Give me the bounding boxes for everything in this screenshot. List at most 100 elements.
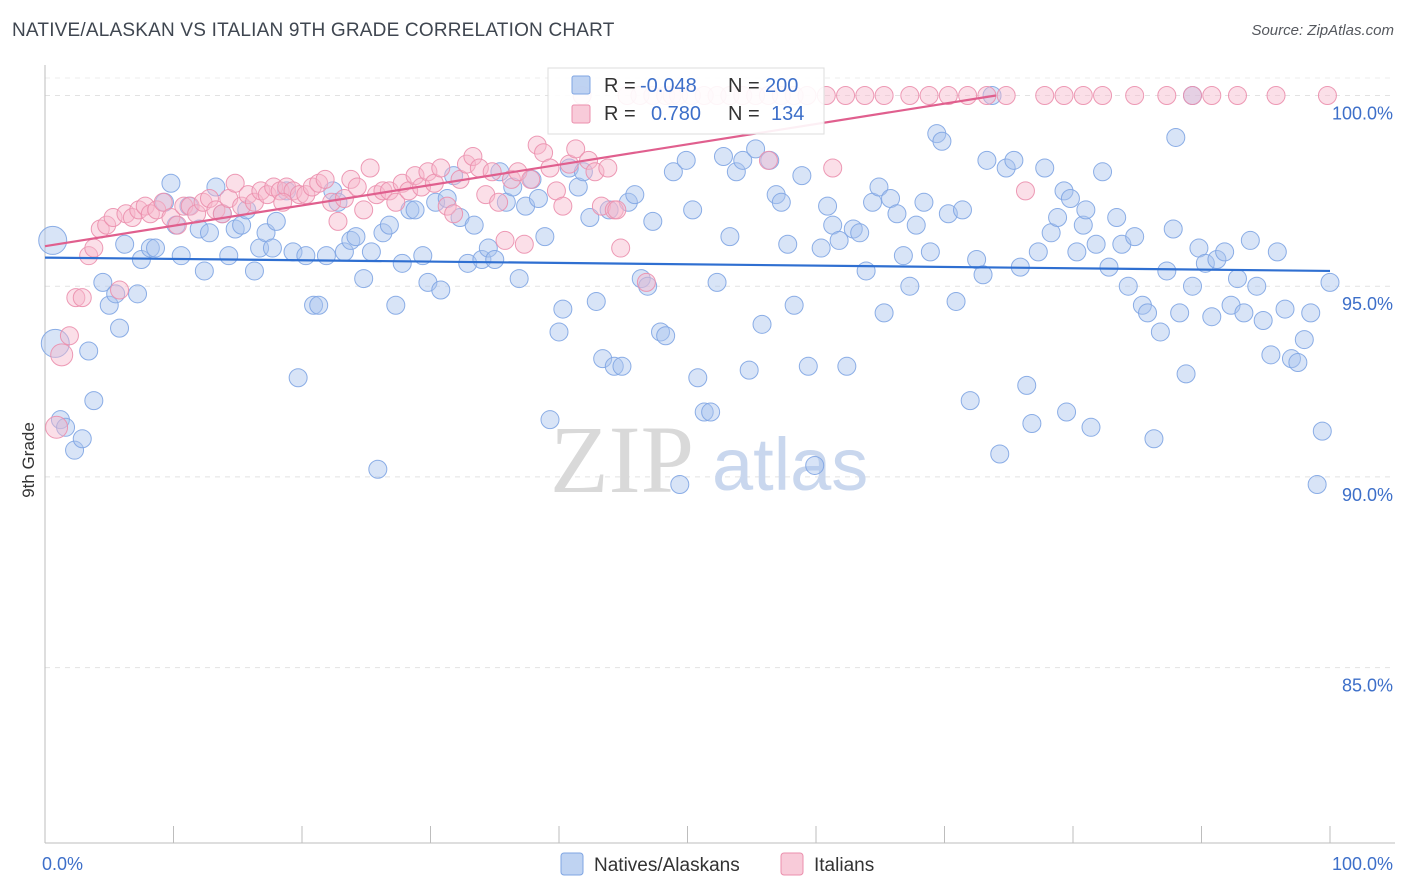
native-point-188: [1253, 311, 1273, 331]
italian-point-114: [977, 86, 997, 106]
native-point-154: [1035, 158, 1055, 178]
italian-point-53: [386, 192, 406, 212]
native-point-174: [1163, 219, 1183, 239]
native-point-125: [850, 223, 870, 243]
italian-point-122: [1157, 86, 1177, 106]
native-point-6: [79, 341, 99, 361]
native-point-161: [1081, 417, 1101, 437]
native-point-53: [386, 295, 406, 315]
native-point-133: [900, 276, 920, 296]
italian-point-111: [919, 86, 939, 106]
native-point-65: [464, 215, 484, 235]
native-point-200: [1307, 475, 1327, 495]
italian-point-74: [521, 169, 541, 189]
native-point-109: [746, 139, 766, 159]
native-point-113: [771, 192, 791, 212]
italian-point-69: [489, 192, 509, 212]
native-point-4: [65, 440, 85, 460]
native-point-87: [604, 356, 624, 376]
italian-point-126: [1266, 86, 1286, 106]
series-italians-points: [45, 86, 1337, 439]
native-point-152: [1022, 413, 1042, 433]
native-point-108: [739, 360, 759, 380]
native-point-153: [1028, 242, 1048, 262]
native-point-75: [528, 188, 548, 208]
italian-point-68: [482, 162, 502, 182]
legend-swatch-natives: [571, 75, 591, 95]
native-point-15: [140, 238, 160, 258]
native-point-64: [458, 253, 478, 273]
native-point-144: [973, 265, 993, 285]
native-point-27: [219, 246, 239, 266]
italian-point-56: [405, 166, 425, 186]
italian-point-30: [238, 185, 258, 205]
native-point-139: [938, 204, 958, 224]
native-point-56: [405, 200, 425, 220]
native-point-39: [296, 246, 316, 266]
native-point-0: [38, 225, 68, 255]
native-point-23: [194, 261, 214, 281]
native-point-141: [952, 200, 972, 220]
native-point-156: [1048, 208, 1068, 228]
native-point-90: [625, 185, 645, 205]
native-point-118: [805, 455, 825, 475]
italian-point-118: [1054, 86, 1074, 106]
native-point-22: [189, 219, 209, 239]
italian-point-109: [874, 86, 894, 106]
native-point-105: [720, 227, 740, 247]
native-point-83: [580, 208, 600, 228]
stats-legend-box: [547, 67, 825, 135]
italian-point-47: [347, 177, 367, 197]
native-point-151: [1017, 375, 1037, 395]
italian-point-127: [1317, 86, 1337, 106]
native-point-181: [1207, 250, 1227, 269]
native-point-18: [161, 173, 181, 193]
native-point-8: [93, 272, 113, 292]
native-point-126: [856, 261, 876, 281]
watermark: ZIP atlas: [550, 406, 868, 513]
italian-point-123: [1183, 86, 1203, 106]
native-point-117: [798, 356, 818, 376]
native-point-179: [1195, 253, 1215, 273]
native-point-5: [72, 429, 92, 449]
italian-point-70: [495, 230, 515, 250]
x-tick-label-0: 0.0%: [42, 854, 83, 874]
native-point-131: [887, 204, 907, 224]
trend-line-italians: [44, 94, 997, 248]
series-natives-points: [38, 86, 1340, 495]
italian-point-84: [585, 162, 605, 182]
italian-point-119: [1073, 86, 1093, 106]
italian-point-6: [84, 238, 104, 258]
italian-point-46: [341, 169, 361, 189]
stats-legend: R = -0.048 N = 200 R = 0.780 N = 134: [547, 67, 825, 135]
native-point-191: [1275, 299, 1295, 319]
native-point-171: [1144, 429, 1164, 449]
native-point-201: [1320, 272, 1340, 292]
italian-point-71: [501, 169, 521, 189]
native-point-52: [379, 215, 399, 235]
italian-point-44: [328, 211, 348, 231]
native-point-24: [199, 223, 219, 243]
native-point-120: [818, 196, 838, 216]
native-point-102: [701, 402, 721, 422]
native-point-88: [612, 356, 632, 376]
native-point-185: [1234, 303, 1254, 323]
native-point-76: [535, 227, 555, 247]
legend-r-label-italians: R =: [604, 103, 636, 125]
native-point-189: [1261, 345, 1281, 365]
native-point-99: [683, 200, 703, 220]
native-point-34: [262, 238, 282, 258]
italian-point-60: [431, 158, 451, 178]
native-point-47: [346, 227, 366, 247]
native-point-159: [1067, 242, 1087, 262]
native-point-25: [206, 177, 226, 197]
italian-point-130: [607, 200, 627, 220]
y-axis-title: 9th Grade: [19, 422, 38, 498]
native-point-103: [707, 272, 727, 292]
bottom-legend: Natives/Alaskans Italians: [560, 852, 874, 876]
italian-point-42: [315, 169, 335, 189]
native-point-31: [244, 261, 264, 281]
bottom-legend-swatch-italians: [780, 852, 804, 876]
native-point-175: [1170, 303, 1190, 323]
italian-point-61: [437, 196, 457, 216]
